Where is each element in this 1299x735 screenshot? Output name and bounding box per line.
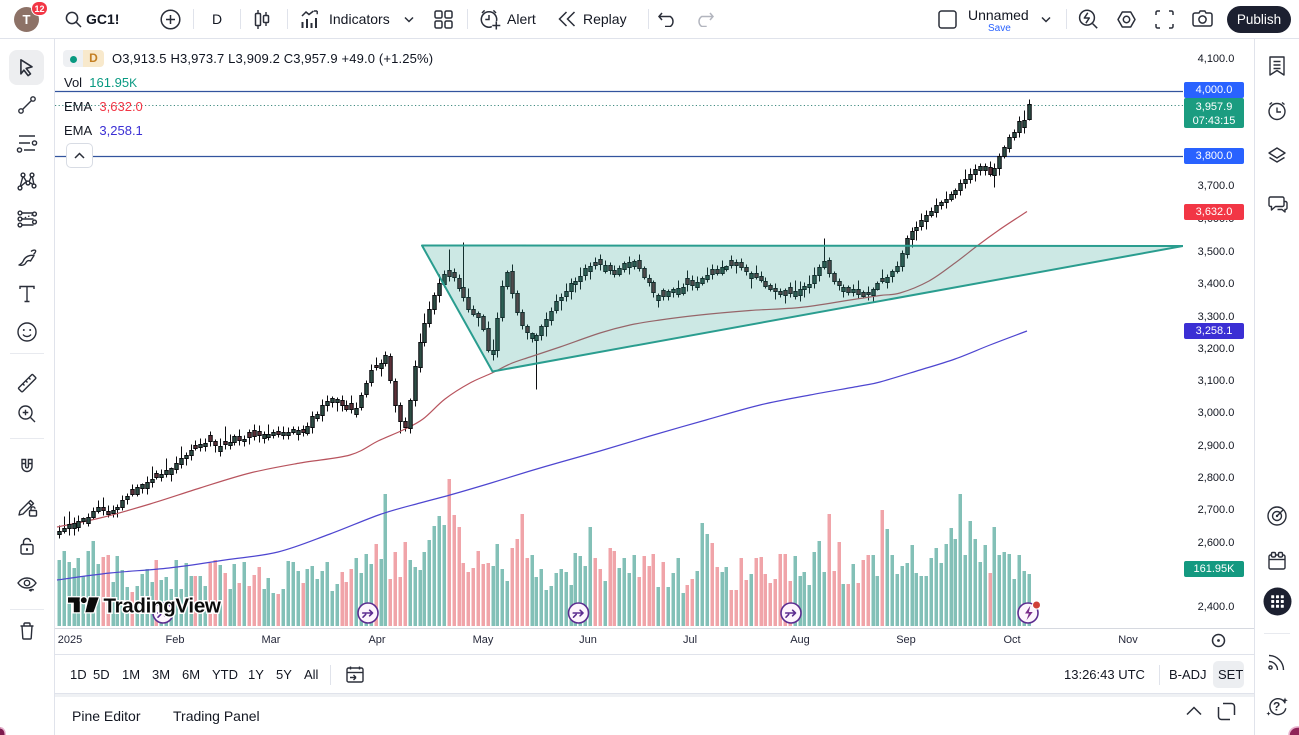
svg-text:TradingView: TradingView [104,594,221,617]
svg-text:?: ? [1273,700,1280,714]
